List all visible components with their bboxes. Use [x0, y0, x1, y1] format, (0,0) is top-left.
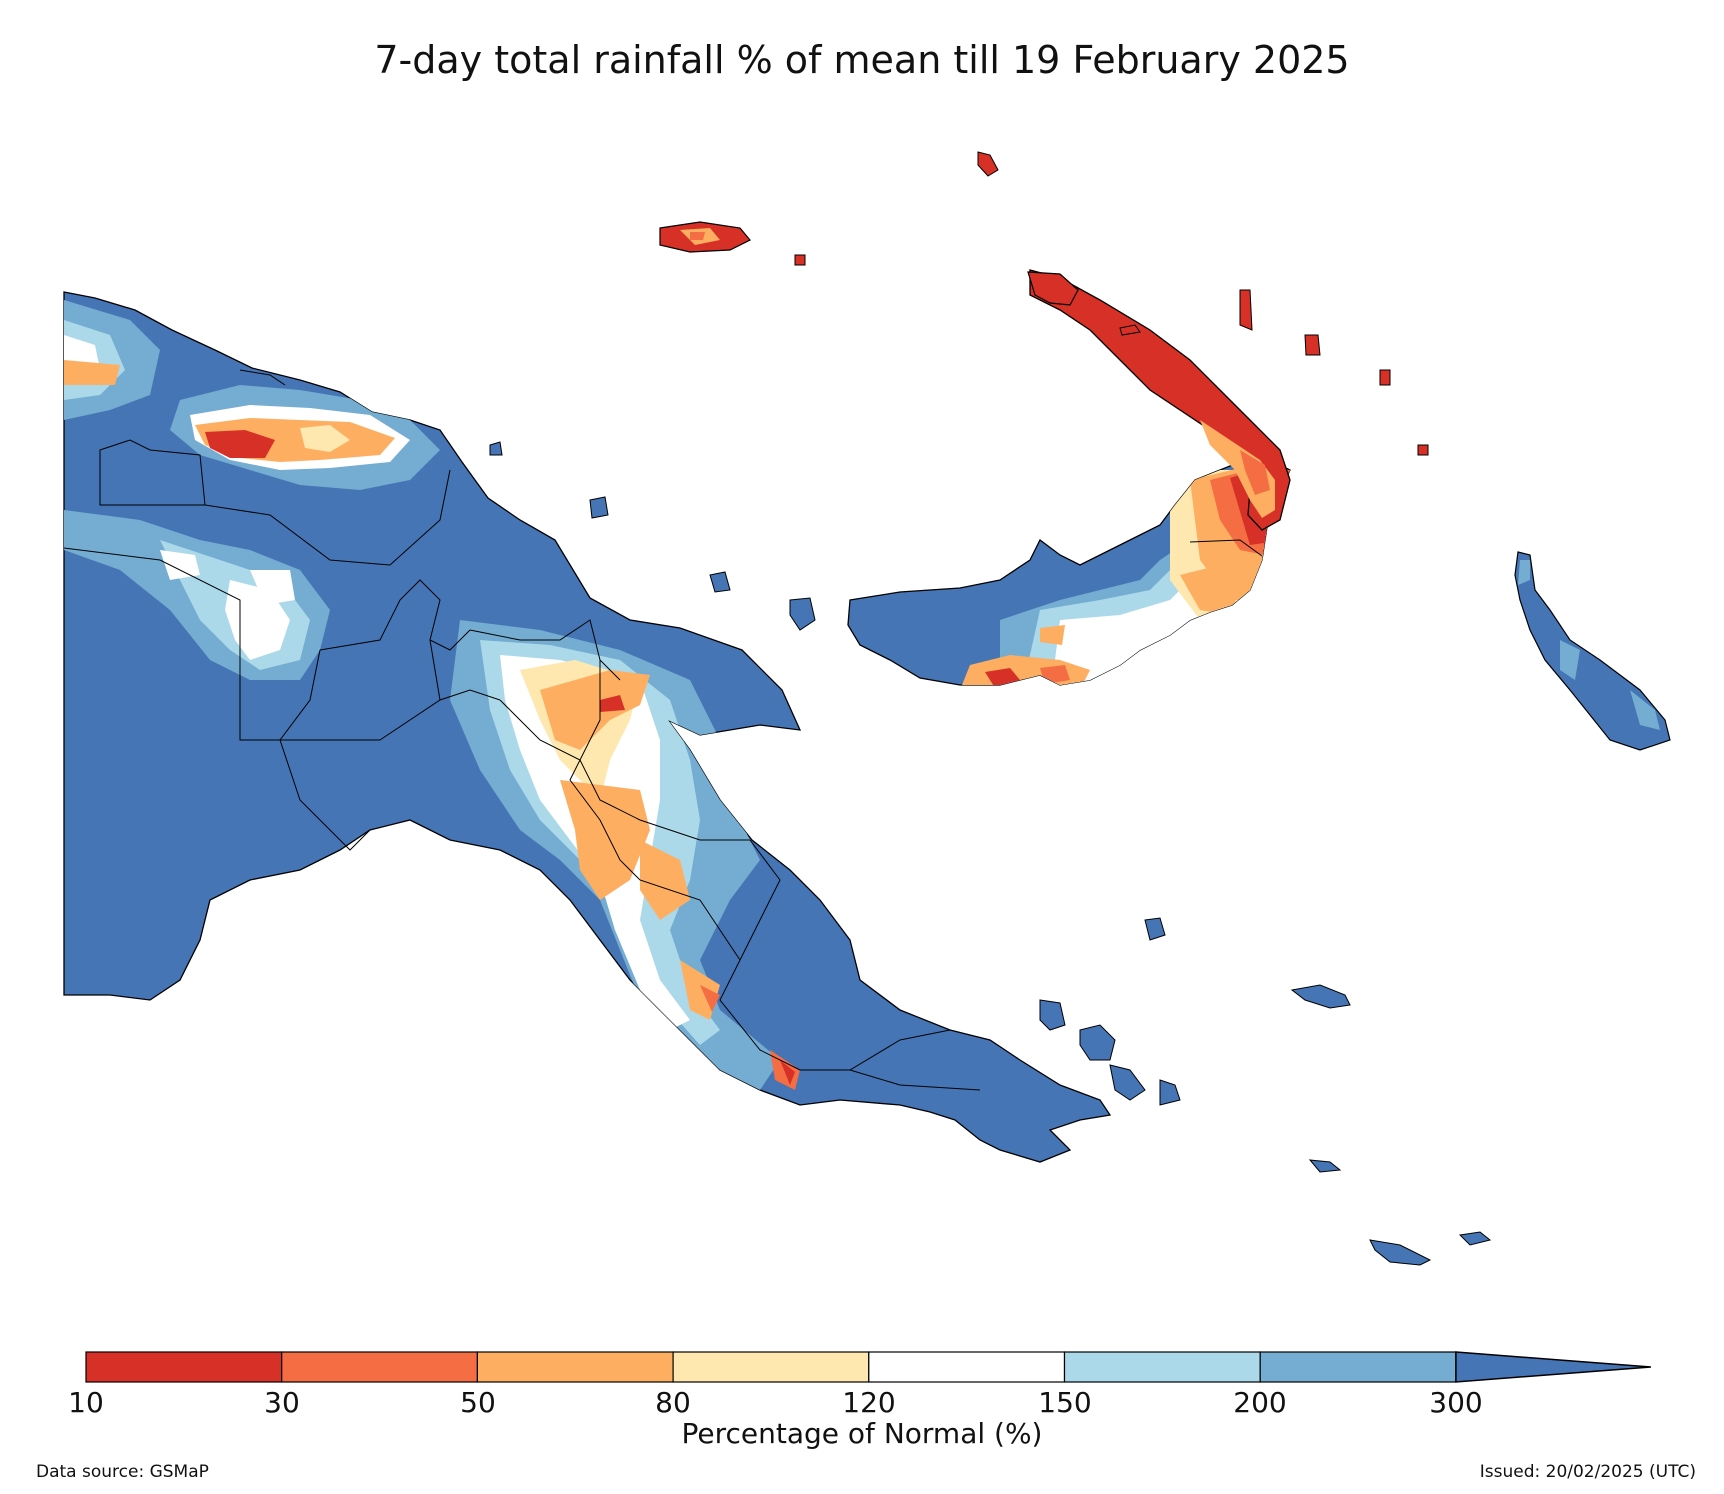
- colorbar-extend-arrow: [1455, 1351, 1651, 1383]
- colorbar-tick: 120: [842, 1386, 896, 1419]
- colorbar-bin: [868, 1351, 1066, 1383]
- colorbar-tick: 80: [655, 1386, 691, 1419]
- new-britain: [847, 459, 1291, 686]
- mainland-png: [63, 291, 1112, 1163]
- new-hanover-island: [1027, 271, 1079, 306]
- colorbar-tick: 300: [1429, 1386, 1483, 1419]
- data-source-note: Data source: GSMaP: [36, 1462, 209, 1482]
- colorbar-bin: [1063, 1351, 1261, 1383]
- bougainville: [1514, 551, 1671, 751]
- colorbar-tick: 200: [1233, 1386, 1287, 1419]
- colorbar-bin: [476, 1351, 674, 1383]
- colorbar-tick: 30: [264, 1386, 300, 1419]
- colorbar-bin: [85, 1351, 283, 1383]
- colorbar-bin: [672, 1351, 870, 1383]
- map-title: 7-day total rainfall % of mean till 19 F…: [374, 38, 1350, 82]
- colorbar-bin: [1259, 1351, 1457, 1383]
- colorbar-tick: 50: [460, 1386, 496, 1419]
- colorbar-label: Percentage of Normal (%): [681, 1417, 1043, 1450]
- mussau-island: [977, 151, 999, 177]
- rainfall-map: [63, 151, 1671, 1266]
- colorbar-tick: 150: [1038, 1386, 1092, 1419]
- colorbar-tick: 10: [68, 1386, 104, 1419]
- small-islands: [489, 441, 1492, 1266]
- colorbar-bin: [281, 1351, 479, 1383]
- issued-date: Issued: 20/02/2025 (UTC): [1479, 1462, 1696, 1482]
- new-ireland: [1029, 269, 1291, 531]
